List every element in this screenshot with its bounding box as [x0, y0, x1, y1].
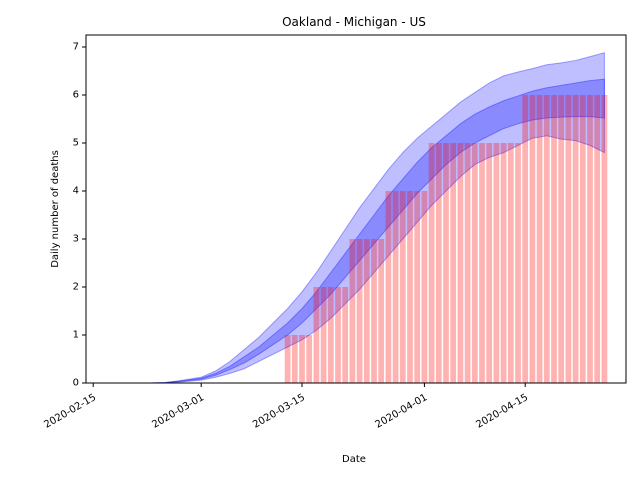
- bar: [335, 287, 341, 383]
- bar: [392, 191, 399, 383]
- y-tick-label: 1: [73, 330, 79, 341]
- bar: [349, 239, 356, 383]
- bar: [399, 191, 406, 383]
- y-tick-label: 0: [73, 378, 79, 389]
- bar: [414, 191, 421, 383]
- bar: [464, 143, 471, 383]
- outer-band: [150, 52, 605, 384]
- bar: [450, 143, 457, 383]
- bar: [587, 95, 593, 383]
- bar: [486, 143, 493, 383]
- bar: [306, 335, 313, 383]
- bar: [543, 95, 550, 383]
- bar: [457, 143, 464, 383]
- bar: [471, 143, 478, 383]
- y-tick-label: 3: [73, 234, 79, 245]
- bar: [500, 143, 507, 383]
- bar: [407, 191, 413, 383]
- y-tick-label: 2: [73, 282, 79, 293]
- bar: [536, 95, 543, 383]
- bar: [594, 95, 601, 383]
- bar: [378, 239, 385, 383]
- inner-band: [150, 78, 605, 384]
- axes-frame: [85, 34, 627, 384]
- bar: [572, 95, 579, 383]
- bar: [479, 143, 485, 383]
- bar: [421, 191, 428, 383]
- y-tick-label: 4: [73, 186, 79, 197]
- y-tick-label: 5: [73, 138, 79, 149]
- bar: [356, 239, 363, 383]
- bar: [551, 95, 557, 383]
- bar: [385, 191, 392, 383]
- bar: [522, 95, 529, 383]
- bar: [443, 143, 449, 383]
- bar: [284, 335, 291, 383]
- bar: [320, 287, 327, 383]
- bar: [529, 95, 536, 383]
- plot-area: [150, 52, 608, 384]
- bar: [342, 287, 349, 383]
- bar: [579, 95, 586, 383]
- bar: [327, 287, 334, 383]
- bar: [507, 143, 514, 383]
- bar: [435, 143, 442, 383]
- bar: [313, 287, 320, 383]
- bar: [601, 95, 608, 383]
- bar: [291, 335, 298, 383]
- bar: [565, 95, 572, 383]
- y-axis: 0 1 2 3 4 5 6 7: [73, 42, 86, 389]
- bar: [515, 143, 521, 383]
- bar: [299, 335, 305, 383]
- y-tick-label: 7: [73, 42, 79, 53]
- bar: [558, 95, 565, 383]
- bar: [371, 239, 377, 383]
- bar: [428, 143, 435, 383]
- y-tick-label: 6: [73, 90, 79, 101]
- x-axis-title: Date: [342, 454, 366, 465]
- y-axis-title: Daily number of deaths: [50, 150, 61, 268]
- bar: [363, 239, 370, 383]
- bar: [493, 143, 500, 383]
- chart-title: Oakland - Michigan - US: [282, 15, 426, 29]
